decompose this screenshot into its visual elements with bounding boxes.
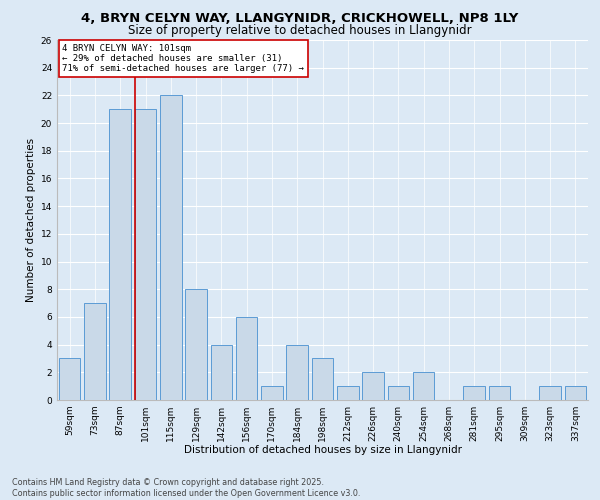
- Bar: [463, 386, 485, 400]
- Bar: [286, 344, 308, 400]
- Bar: [109, 109, 131, 400]
- Y-axis label: Number of detached properties: Number of detached properties: [26, 138, 37, 302]
- Bar: [84, 303, 106, 400]
- Bar: [413, 372, 434, 400]
- Bar: [362, 372, 384, 400]
- Bar: [59, 358, 80, 400]
- Text: 4 BRYN CELYN WAY: 101sqm
← 29% of detached houses are smaller (31)
71% of semi-d: 4 BRYN CELYN WAY: 101sqm ← 29% of detach…: [62, 44, 304, 74]
- Bar: [539, 386, 561, 400]
- Bar: [489, 386, 510, 400]
- Text: Contains HM Land Registry data © Crown copyright and database right 2025.
Contai: Contains HM Land Registry data © Crown c…: [12, 478, 361, 498]
- Text: Size of property relative to detached houses in Llangynidr: Size of property relative to detached ho…: [128, 24, 472, 37]
- Bar: [211, 344, 232, 400]
- Bar: [135, 109, 156, 400]
- Bar: [236, 317, 257, 400]
- X-axis label: Distribution of detached houses by size in Llangynidr: Distribution of detached houses by size …: [184, 446, 461, 456]
- Bar: [160, 96, 182, 400]
- Text: 4, BRYN CELYN WAY, LLANGYNIDR, CRICKHOWELL, NP8 1LY: 4, BRYN CELYN WAY, LLANGYNIDR, CRICKHOWE…: [82, 12, 518, 26]
- Bar: [312, 358, 333, 400]
- Bar: [337, 386, 359, 400]
- Bar: [261, 386, 283, 400]
- Bar: [185, 289, 207, 400]
- Bar: [388, 386, 409, 400]
- Bar: [565, 386, 586, 400]
